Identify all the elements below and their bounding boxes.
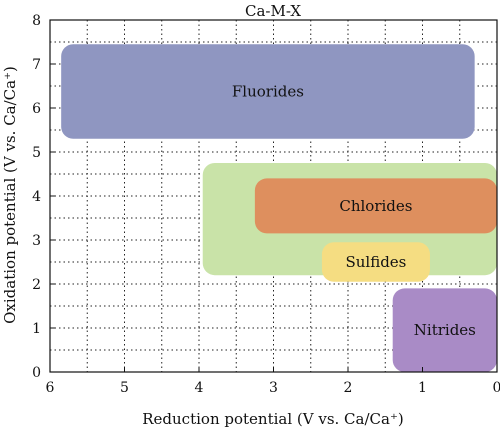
x-tick-label: 1 [418, 380, 427, 396]
y-axis: 0 1 2 3 4 5 6 7 8 [32, 13, 55, 381]
region-fluorides [61, 44, 475, 139]
y-tick-label: 8 [32, 13, 41, 29]
regions: Fluorides Chlorides Sulfides Nitrides [61, 44, 497, 372]
x-axis-title: Reduction potential (V vs. Ca/Ca⁺) [142, 410, 403, 428]
y-tick-label: 3 [32, 233, 41, 249]
y-tick-label: 2 [32, 277, 41, 293]
region-label-sulfides: Sulfides [345, 253, 406, 271]
x-axis: 6 5 4 3 2 1 0 [46, 367, 500, 396]
region-sulfides [321, 242, 430, 282]
y-tick-label: 6 [32, 101, 41, 117]
region-label-chlorides: Chlorides [339, 197, 412, 215]
x-tick-label: 0 [493, 380, 500, 396]
y-tick-label: 5 [32, 145, 41, 161]
y-axis-title: Oxidation potential (V vs. Ca/Ca⁺) [1, 66, 19, 324]
y-tick-label: 1 [32, 321, 41, 337]
region-nitrides [392, 288, 497, 372]
y-tick-label: 4 [32, 189, 41, 205]
region-label-nitrides: Nitrides [414, 321, 476, 339]
region-chlorides [254, 178, 497, 234]
x-tick-label: 2 [344, 380, 353, 396]
x-tick-label: 5 [120, 380, 129, 396]
x-tick-label: 3 [269, 380, 278, 396]
x-tick-label: 6 [46, 380, 55, 396]
y-tick-label: 0 [32, 365, 41, 381]
chart-title: Ca-M-X [245, 2, 301, 20]
region-label-fluorides: Fluorides [232, 83, 304, 101]
x-tick-label: 4 [195, 380, 204, 396]
y-tick-label: 7 [32, 57, 41, 73]
